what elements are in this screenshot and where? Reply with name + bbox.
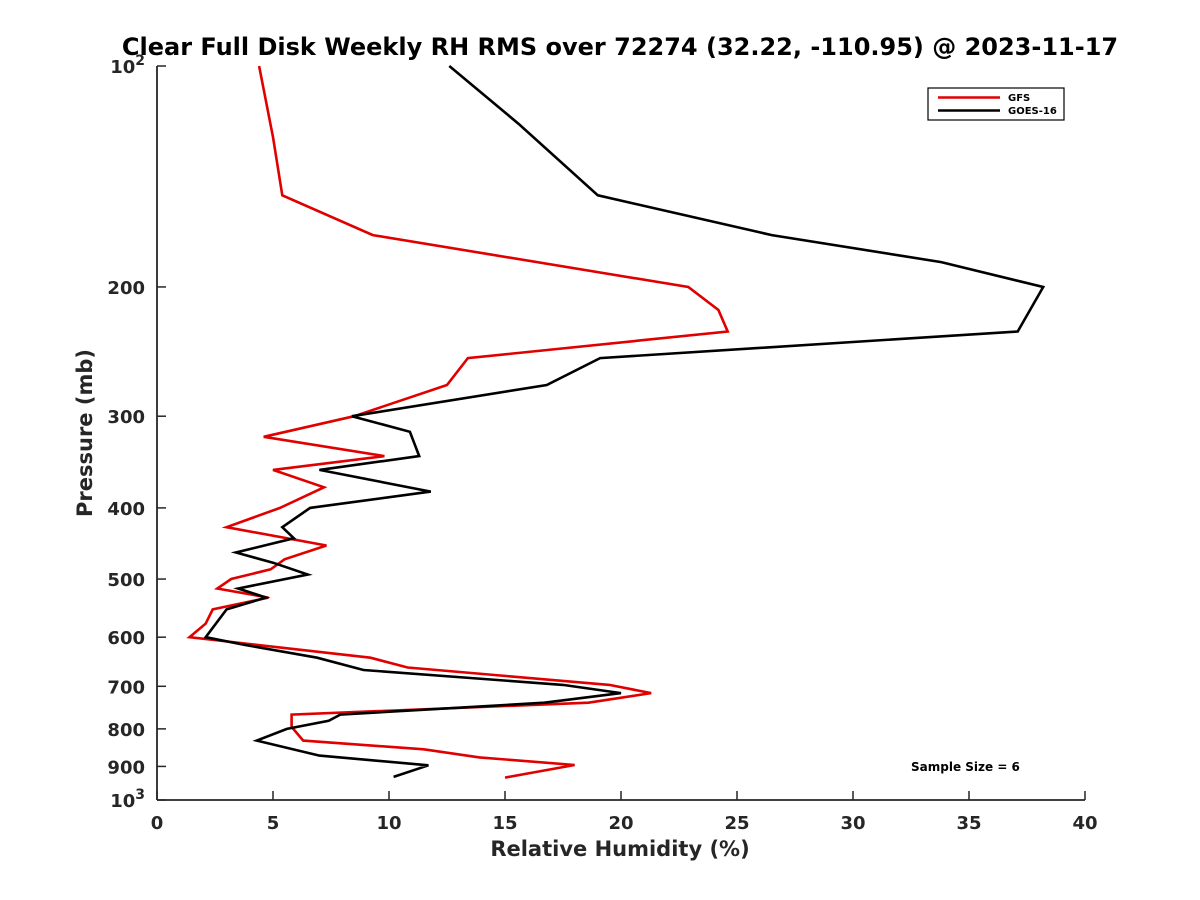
y-tick-label: 800 (107, 720, 145, 741)
sample-size-annotation: Sample Size = 6 (911, 760, 1020, 774)
x-tick-label: 25 (724, 813, 749, 834)
legend-label-gfs: GFS (1008, 93, 1030, 104)
x-tick-label: 30 (840, 813, 865, 834)
series-lines (186, 65, 1046, 779)
y-tick-label: 400 (107, 499, 145, 520)
series-line-gfs (186, 65, 730, 779)
chart-title: Clear Full Disk Weekly RH RMS over 72274… (122, 33, 1118, 61)
x-tick-label: 5 (267, 813, 280, 834)
y-axis-label: Pressure (mb) (73, 349, 97, 517)
y-axis-ticks: 102 200 300 400 500 600 700 800 900 103 (107, 53, 166, 812)
y-tick-label: 900 (107, 757, 145, 778)
y-tick-label: 300 (107, 407, 145, 428)
y-tick-label: 700 (107, 677, 145, 698)
legend: GFS GOES-16 (927, 87, 1065, 121)
x-tick-label: 10 (376, 813, 401, 834)
y-tick-label: 500 (107, 570, 145, 591)
y-tick-label: 102 (110, 53, 145, 78)
x-tick-label: 40 (1072, 813, 1097, 834)
x-axis-label: Relative Humidity (%) (490, 837, 749, 861)
y-tick-label: 103 (110, 787, 145, 812)
legend-box (927, 87, 1065, 121)
y-tick-label: 600 (107, 628, 145, 649)
x-tick-label: 20 (608, 813, 633, 834)
x-tick-label: 0 (151, 813, 164, 834)
y-tick-label: 200 (107, 278, 145, 299)
x-tick-label: 15 (492, 813, 517, 834)
series-line-goes-16 (203, 65, 1046, 779)
x-axis-ticks: 0 5 10 15 20 25 30 35 40 (151, 791, 1098, 834)
x-tick-label: 35 (956, 813, 981, 834)
legend-label-goes-16: GOES-16 (1008, 106, 1057, 117)
